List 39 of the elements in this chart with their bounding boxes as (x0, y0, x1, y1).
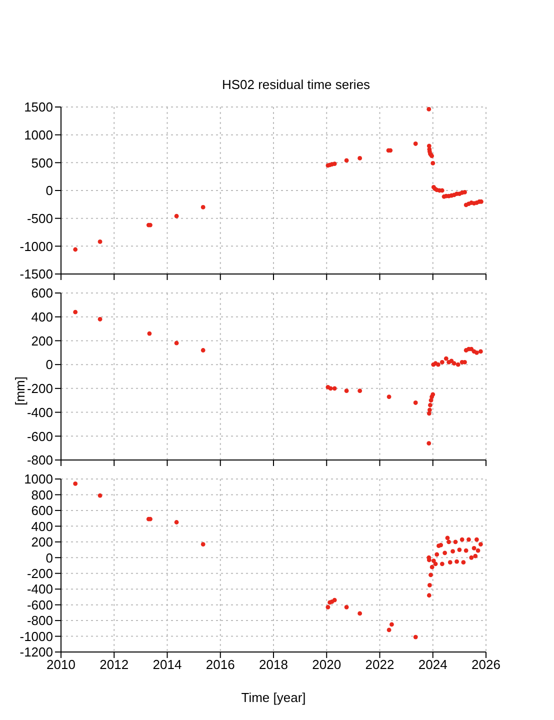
y-tick-label: 600 (31, 286, 53, 301)
y-tick-label: 0 (46, 550, 53, 566)
x-tick-label: 2016 (206, 657, 235, 672)
y-tick-label: 1500 (24, 100, 53, 115)
x-tick-label: 2014 (152, 657, 182, 672)
y-tick-label: 0 (46, 357, 53, 372)
y-tick-label: -400 (26, 582, 53, 597)
x-tick-label: 2018 (259, 657, 288, 672)
y-tick-label: -200 (26, 381, 53, 396)
y-tick-label: -200 (26, 566, 53, 581)
x-tick-label: 2010 (46, 657, 76, 672)
y-tick-label: 1000 (24, 472, 53, 487)
y-axis-title: [mm] (12, 376, 28, 406)
x-tick-label: 2024 (418, 657, 448, 672)
y-tick-label: -1000 (20, 238, 53, 254)
y-tick-label: 200 (31, 333, 53, 348)
y-tick-label: 1000 (24, 127, 53, 142)
x-tick-label: 2026 (472, 657, 500, 672)
y-tick-label: -800 (26, 452, 53, 468)
x-axis-title: Time [year] (241, 690, 306, 705)
y-tick-label: -1200 (20, 644, 53, 660)
x-tick-label: 2022 (365, 657, 394, 672)
y-tick-label: 400 (31, 518, 53, 534)
y-tick-label: -1500 (20, 266, 53, 282)
y-tick-label: -400 (26, 404, 53, 420)
y-tick-label: 800 (31, 487, 53, 502)
y-tick-label: -800 (26, 613, 53, 628)
y-tick-label: 600 (31, 503, 53, 518)
y-tick-label: -1000 (20, 628, 53, 644)
y-tick-label: -600 (26, 428, 53, 444)
y-tick-label: 500 (31, 155, 53, 170)
y-tick-label: -500 (26, 210, 53, 226)
y-tick-label: -600 (26, 597, 53, 612)
y-tick-label: 200 (31, 534, 53, 550)
y-tick-label: 400 (31, 309, 53, 324)
x-tick-label: 2012 (100, 657, 129, 672)
x-tick-label: 2020 (312, 657, 342, 672)
y-tick-label: 0 (46, 183, 53, 198)
chart-title: HS02 residual time series (220, 76, 372, 94)
